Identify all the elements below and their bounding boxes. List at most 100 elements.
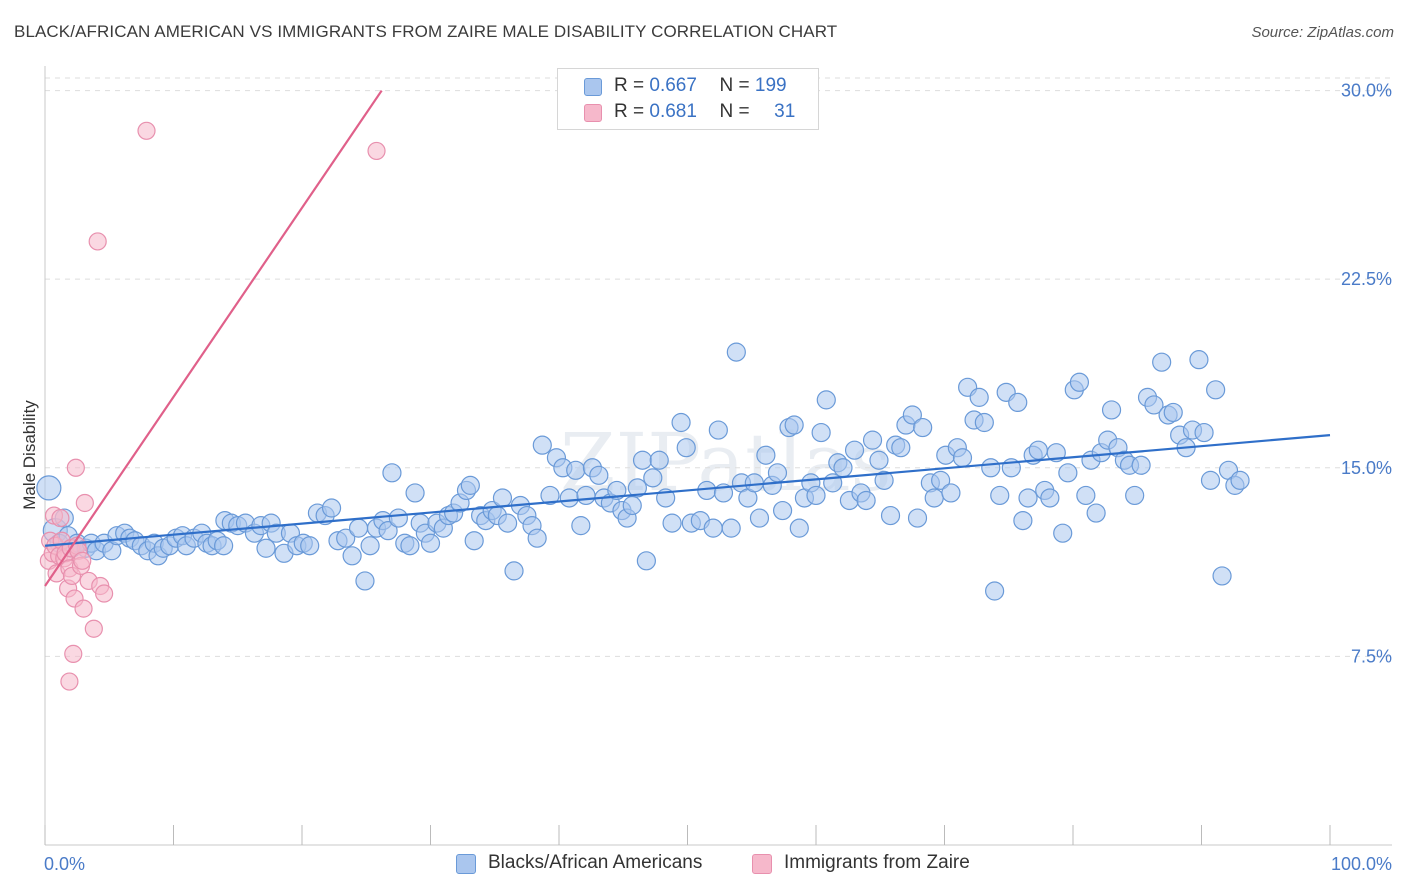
data-point-blacks bbox=[1230, 470, 1250, 490]
data-point-blacks bbox=[726, 342, 746, 362]
data-point-blacks bbox=[891, 438, 911, 458]
legend-label: Blacks/African Americans bbox=[488, 852, 703, 873]
data-point-blacks bbox=[256, 538, 276, 558]
data-point-blacks bbox=[532, 435, 552, 455]
data-point-zaire bbox=[367, 141, 386, 161]
data-point-blacks bbox=[1212, 566, 1232, 586]
data-point-blacks bbox=[703, 518, 723, 538]
data-point-blacks bbox=[1013, 510, 1033, 531]
data-point-blacks bbox=[784, 415, 804, 435]
data-point-blacks bbox=[772, 500, 793, 521]
data-point-blacks bbox=[952, 448, 973, 468]
data-point-blacks bbox=[571, 516, 591, 536]
data-point-blacks bbox=[1028, 440, 1048, 460]
data-point-blacks bbox=[355, 571, 375, 591]
data-point-blacks bbox=[388, 508, 408, 528]
data-point-blacks bbox=[540, 485, 560, 506]
data-point-blacks bbox=[460, 475, 480, 495]
data-point-blacks bbox=[1076, 485, 1096, 506]
data-point-blacks bbox=[643, 468, 663, 488]
data-point-blacks bbox=[300, 536, 320, 556]
data-point-zaire bbox=[74, 599, 93, 618]
data-point-blacks bbox=[589, 465, 609, 485]
data-point-blacks bbox=[498, 513, 518, 533]
data-point-blacks bbox=[721, 518, 741, 538]
data-point-blacks bbox=[36, 475, 62, 501]
y-axis-label: Male Disability bbox=[20, 400, 39, 510]
r-label: R = bbox=[614, 75, 645, 96]
data-point-blacks bbox=[974, 412, 994, 433]
data-point-blacks bbox=[464, 531, 484, 551]
data-point-blacks bbox=[969, 387, 989, 407]
data-point-blacks bbox=[869, 450, 889, 470]
data-point-zaire bbox=[84, 619, 103, 638]
n-value: 31 bbox=[774, 101, 796, 122]
data-point-blacks bbox=[622, 495, 642, 516]
data-point-blacks bbox=[985, 581, 1005, 601]
data-point-blacks bbox=[1018, 488, 1038, 508]
trendline-zaire bbox=[44, 89, 383, 587]
data-point-zaire bbox=[95, 584, 114, 603]
data-point-blacks bbox=[400, 536, 420, 556]
data-point-blacks bbox=[941, 483, 961, 503]
data-point-blacks bbox=[1152, 352, 1172, 372]
data-point-blacks bbox=[816, 390, 836, 410]
data-point-blacks bbox=[907, 508, 928, 528]
n-label: N = bbox=[719, 75, 750, 96]
data-point-blacks bbox=[382, 463, 402, 483]
data-point-blacks bbox=[1008, 392, 1028, 413]
data-point-blacks bbox=[1200, 470, 1221, 490]
stats-text: R = 0.681 N = 31 bbox=[614, 101, 795, 123]
data-point-blacks bbox=[1040, 488, 1060, 508]
grid-lines bbox=[45, 77, 1392, 657]
data-point-blacks bbox=[405, 483, 425, 503]
data-point-blacks bbox=[649, 450, 669, 470]
data-point-blacks bbox=[862, 430, 883, 450]
stats-legend: R = 0.667 N = 199 R = 0.681 N = 31 bbox=[557, 68, 819, 130]
data-point-blacks bbox=[492, 488, 513, 508]
y-tick-label: 30.0% bbox=[1341, 81, 1392, 101]
chart-source: Source: ZipAtlas.com bbox=[1251, 24, 1394, 41]
pink-swatch-icon bbox=[752, 854, 772, 874]
data-point-blacks bbox=[856, 490, 876, 511]
data-point-zaire bbox=[137, 121, 156, 140]
data-point-blacks bbox=[342, 546, 362, 566]
data-point-blacks bbox=[708, 420, 728, 440]
data-point-blacks bbox=[1069, 372, 1090, 392]
data-point-blacks bbox=[931, 470, 951, 490]
data-point-blacks bbox=[1144, 395, 1164, 415]
data-point-blacks bbox=[767, 463, 788, 483]
data-point-zaire bbox=[75, 493, 94, 513]
y-tick-label: 22.5% bbox=[1341, 269, 1392, 289]
r-value: 0.667 bbox=[649, 75, 697, 96]
trendlines bbox=[44, 89, 1331, 587]
data-point-blacks bbox=[981, 458, 1001, 478]
data-point-blacks bbox=[1189, 350, 1209, 370]
y-tick-label: 15.0% bbox=[1341, 458, 1392, 478]
data-point-blacks bbox=[1125, 485, 1145, 506]
data-point-blacks bbox=[756, 445, 776, 465]
data-point-blacks bbox=[1101, 400, 1122, 420]
data-point-zaire bbox=[64, 644, 83, 663]
data-point-zaire bbox=[88, 232, 107, 251]
data-point-blacks bbox=[913, 417, 933, 438]
data-point-blacks bbox=[1163, 402, 1183, 423]
r-value: 0.681 bbox=[649, 101, 697, 122]
y-tick-label: 7.5% bbox=[1351, 646, 1392, 666]
data-point-blacks bbox=[811, 422, 831, 443]
data-point-blacks bbox=[1206, 380, 1226, 400]
data-point-blacks bbox=[662, 513, 682, 533]
data-point-blacks bbox=[576, 485, 596, 506]
data-point-blacks bbox=[360, 536, 380, 556]
data-point-zaire bbox=[60, 672, 79, 691]
series-blacks-points bbox=[36, 342, 1250, 601]
axes bbox=[44, 66, 1392, 846]
trendline-blacks bbox=[44, 433, 1331, 547]
data-point-blacks bbox=[833, 458, 853, 478]
data-point-blacks bbox=[844, 440, 865, 460]
data-point-blacks bbox=[420, 533, 441, 553]
x-tick-label: 0.0% bbox=[44, 854, 85, 874]
data-point-blacks bbox=[749, 508, 770, 528]
chart-title: BLACK/AFRICAN AMERICAN VS IMMIGRANTS FRO… bbox=[14, 22, 838, 41]
data-point-blacks bbox=[607, 480, 627, 501]
